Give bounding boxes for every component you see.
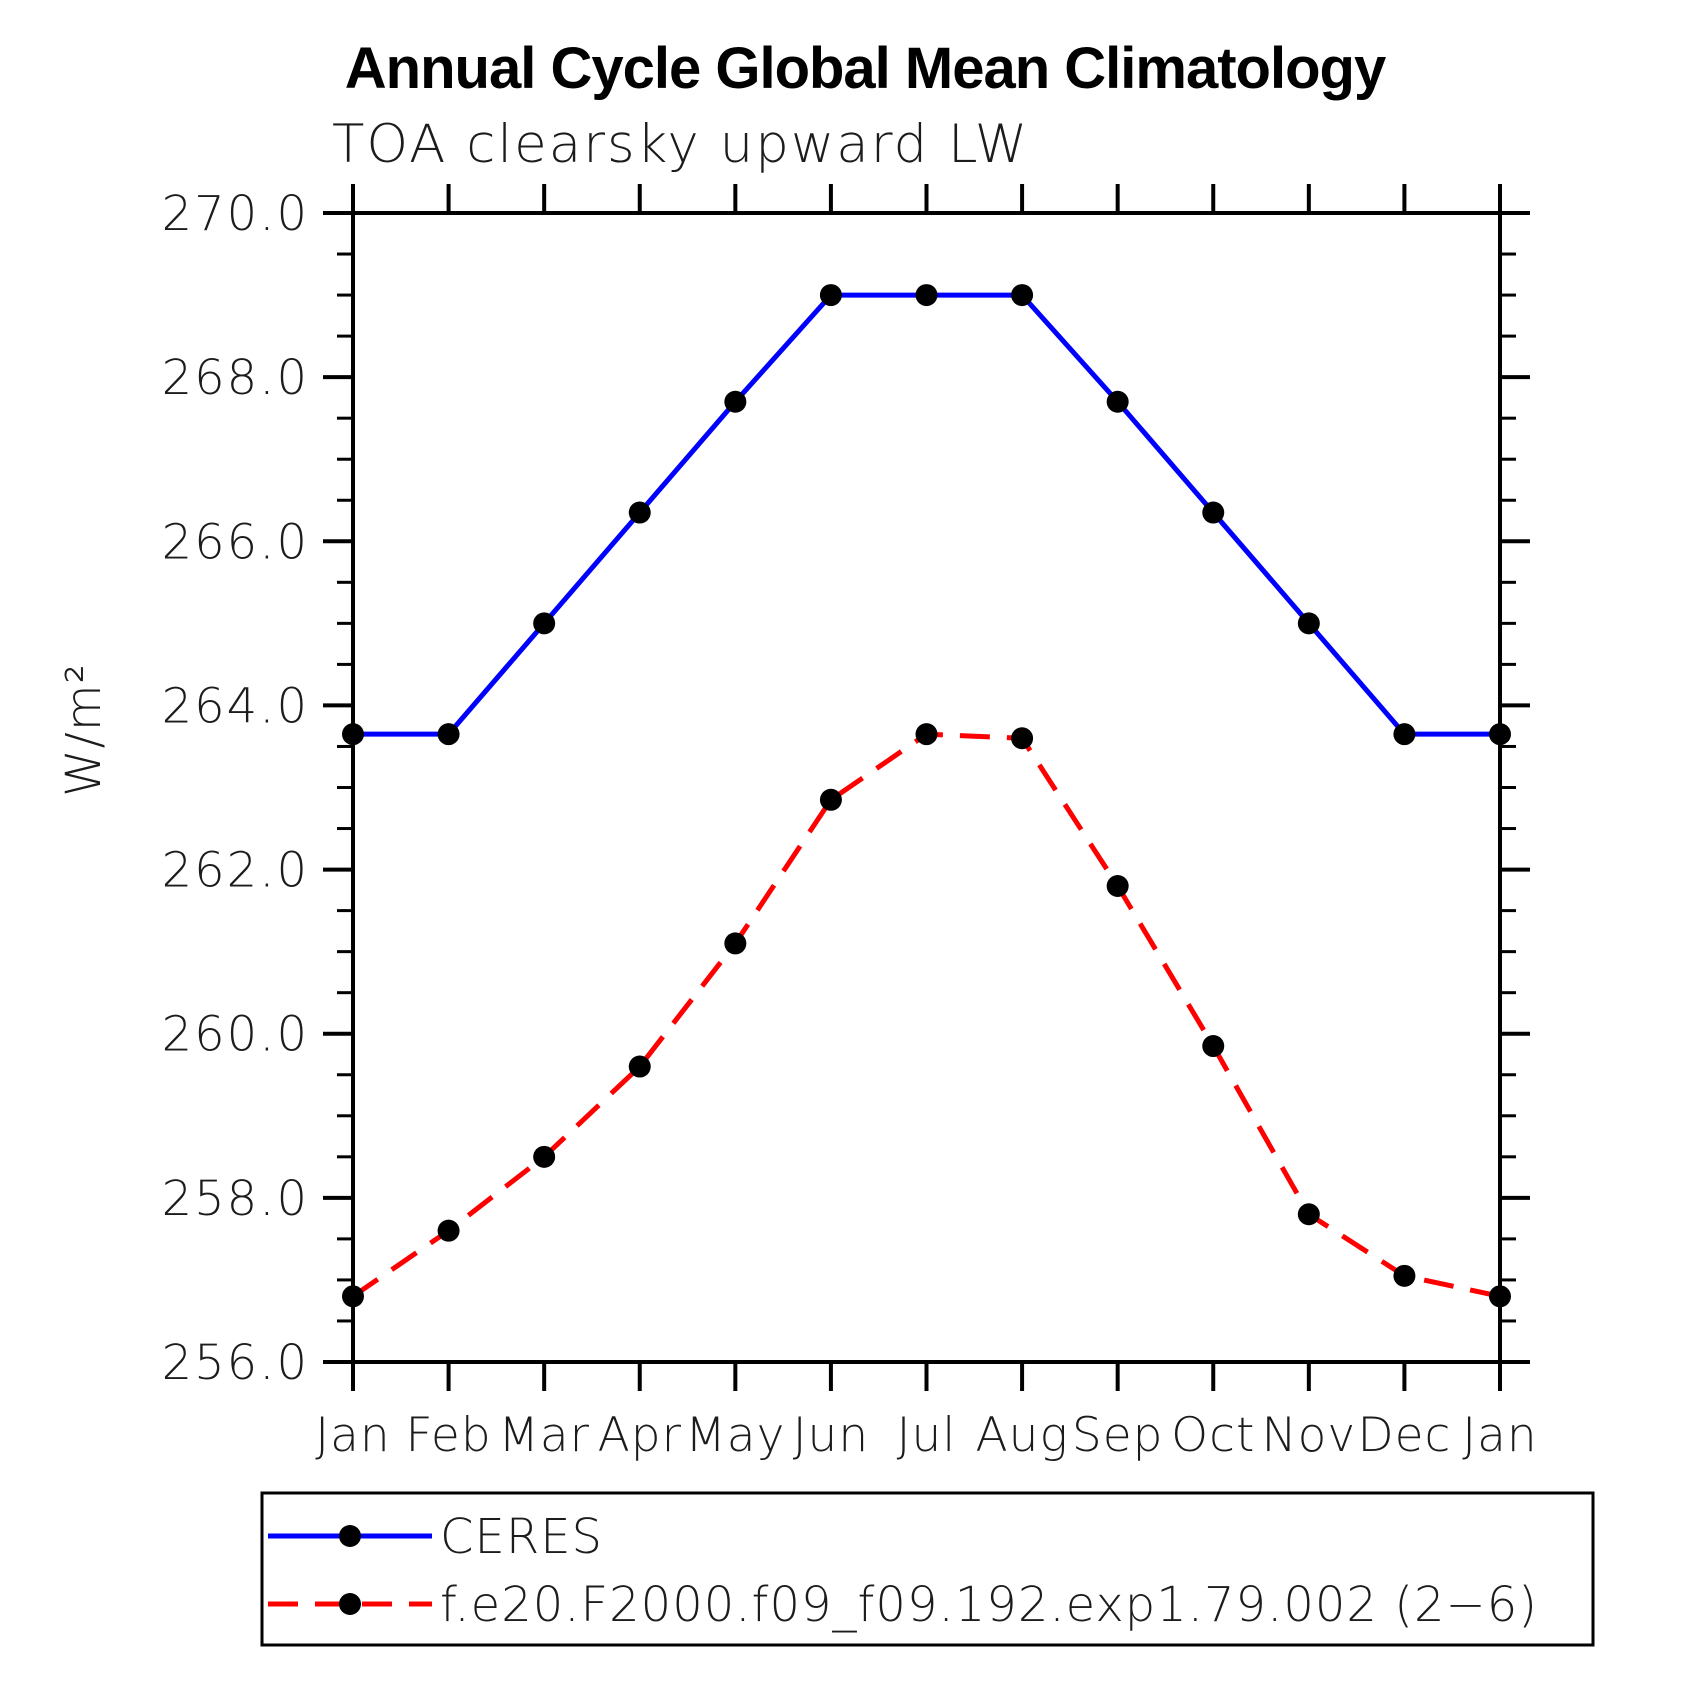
x-tick-label: Jan bbox=[1462, 1408, 1537, 1463]
x-tick-label: Nov bbox=[1261, 1408, 1356, 1463]
legend: CERES f.e20.F2000.f09_f09.192.exp1.79.002… bbox=[260, 1491, 1595, 1647]
data-point bbox=[342, 1285, 364, 1308]
data-point bbox=[1393, 723, 1416, 746]
y-tick-label: 260.0 bbox=[162, 1007, 309, 1063]
x-tick-label: Sep bbox=[1072, 1408, 1164, 1463]
x-tick-label: Jun bbox=[793, 1408, 869, 1463]
x-tick-label: Dec bbox=[1357, 1408, 1451, 1463]
data-point bbox=[1011, 284, 1034, 307]
x-tick-label: May bbox=[685, 1408, 785, 1463]
x-tick-label: Aug bbox=[976, 1408, 1069, 1463]
data-point bbox=[819, 284, 842, 307]
data-point bbox=[724, 390, 747, 413]
plot-axes: 256.0 258.0 260.0 262.0 264.0 266.0 268.0 270.0… bbox=[162, 184, 1537, 1463]
data-point bbox=[533, 1145, 556, 1168]
data-point bbox=[342, 723, 364, 746]
y-tick-label: 262.0 bbox=[162, 843, 309, 899]
legend-label: f.e20.F2000.f09_f09.192.exp1.79.002 (2−6… bbox=[440, 1577, 1538, 1633]
data-point bbox=[1202, 1035, 1225, 1058]
plot-box bbox=[351, 211, 1502, 1364]
y-tick-label: 270.0 bbox=[162, 186, 309, 242]
data-point bbox=[724, 932, 747, 955]
x-tick-label: Oct bbox=[1171, 1408, 1255, 1463]
data-point bbox=[1106, 874, 1129, 897]
legend-marker bbox=[339, 1593, 361, 1615]
data-point bbox=[628, 501, 651, 524]
data-point bbox=[533, 612, 556, 635]
x-tick-label: Mar bbox=[498, 1408, 590, 1463]
x-tick-label: Feb bbox=[405, 1408, 491, 1463]
data-point bbox=[1393, 1264, 1416, 1287]
data-point bbox=[1106, 390, 1129, 413]
legend-marker bbox=[339, 1525, 361, 1547]
data-point bbox=[1297, 1203, 1320, 1226]
x-tick-label: Jan bbox=[315, 1408, 390, 1463]
legend-box bbox=[260, 1491, 1595, 1647]
data-point bbox=[1489, 1285, 1511, 1308]
data-point bbox=[915, 723, 938, 746]
series-line-f-e20-f2000-f09-f09- bbox=[351, 731, 1501, 1299]
data-point bbox=[819, 788, 842, 811]
plot-series bbox=[342, 284, 1511, 1308]
x-tick-label: Apr bbox=[598, 1408, 682, 1463]
chart-subtitle: TOA clearsky upward LW bbox=[332, 114, 1029, 175]
data-point bbox=[1297, 612, 1320, 635]
data-point bbox=[1202, 501, 1225, 524]
y-axis-title: W/m² bbox=[56, 663, 112, 797]
y-tick-label: 264.0 bbox=[162, 678, 309, 734]
data-point bbox=[437, 723, 460, 746]
data-point bbox=[915, 284, 938, 307]
chart-title: Annual Cycle Global Mean Climatology bbox=[345, 36, 1386, 101]
y-tick-label: 266.0 bbox=[162, 514, 309, 570]
legend-label: CERES bbox=[440, 1509, 603, 1565]
y-tick-label: 268.0 bbox=[162, 350, 309, 406]
data-point bbox=[1011, 727, 1034, 750]
y-tick-label: 258.0 bbox=[162, 1171, 309, 1227]
x-tick-label: Jul bbox=[897, 1408, 957, 1463]
data-point bbox=[1489, 723, 1511, 746]
y-tick-label: 256.0 bbox=[162, 1335, 309, 1391]
data-point bbox=[437, 1219, 460, 1242]
data-point bbox=[628, 1055, 651, 1078]
series-line-ceres bbox=[353, 292, 1500, 737]
